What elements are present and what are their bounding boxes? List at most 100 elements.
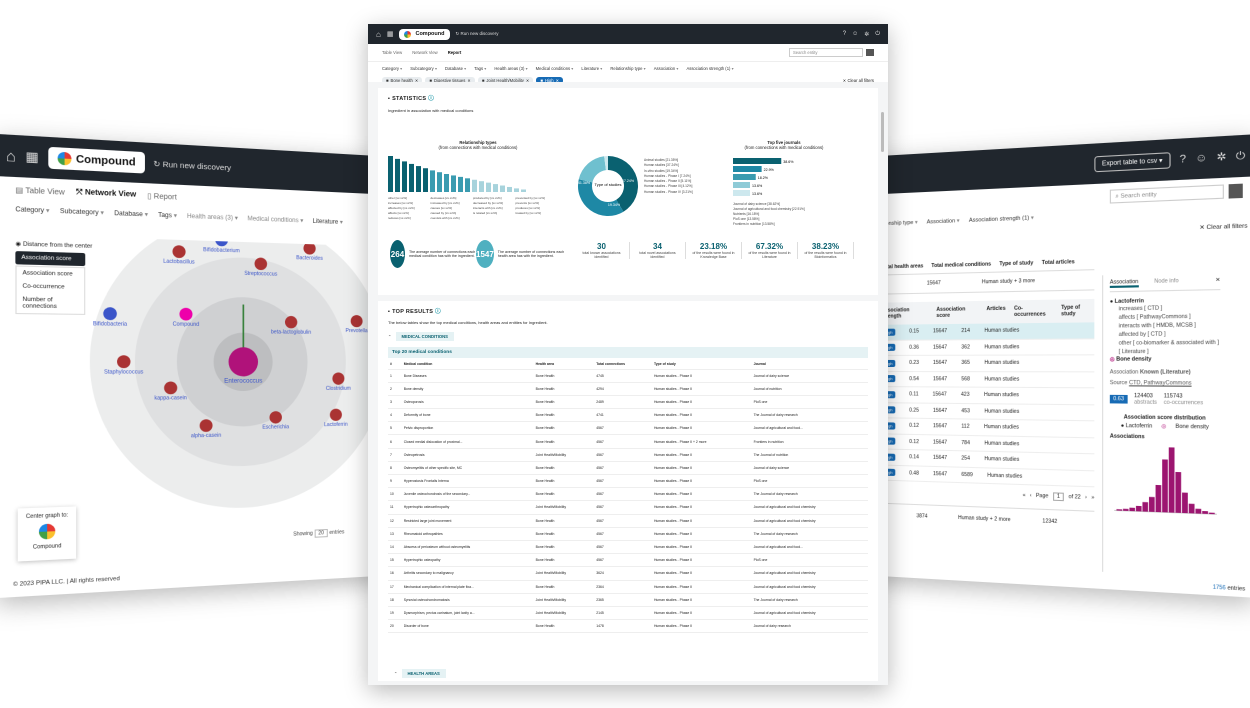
table-row[interactable]: 12 Restricted large joint movement Bone He…: [388, 514, 868, 527]
filter-category[interactable]: Category: [15, 206, 49, 215]
hist-bar[interactable]: [1202, 511, 1208, 514]
tab-network-view[interactable]: Network View: [412, 50, 438, 55]
hist-bar[interactable]: [1169, 447, 1175, 512]
right-clear-filters[interactable]: ✕ Clear all filters: [1199, 223, 1247, 231]
panel-tab-association[interactable]: Association: [1110, 279, 1139, 288]
relationship-bar[interactable]: [465, 178, 470, 192]
table-row[interactable]: 4 Deformity of bone Bone Health 4741 Human s…: [388, 409, 868, 422]
table-row[interactable]: 7 Osteopetrosis Joint Health/Mobility 4567 H…: [388, 448, 868, 461]
columns-icon[interactable]: [1229, 184, 1243, 199]
journal-bar[interactable]: [733, 190, 750, 196]
relationship-bar[interactable]: [430, 170, 435, 192]
table-row[interactable]: 15 Hypertrophic osteopathy Bone Health 4567…: [388, 554, 868, 567]
tab-network-view[interactable]: ⤲ Network View: [76, 189, 136, 200]
column-header[interactable]: Medical condition: [402, 360, 534, 369]
help-icon[interactable]: ?: [843, 31, 846, 37]
settings-icon[interactable]: ✲: [864, 31, 869, 38]
journal-bar[interactable]: [733, 166, 762, 172]
table-row[interactable]: High 0.23 15647 365 Human studies: [882, 355, 1095, 371]
relationship-bar[interactable]: [521, 189, 526, 192]
relationship-bar[interactable]: [493, 184, 498, 192]
table-row[interactable]: 8 Osteomyelitis of other specific site, M…: [388, 461, 868, 474]
tab-table-view[interactable]: Table View: [382, 50, 402, 55]
table-row[interactable]: 9 Hyperostosis Frontalis Interna Bone Heal…: [388, 475, 868, 488]
hist-bar[interactable]: [1116, 509, 1122, 511]
filter-item[interactable]: Health areas (3): [494, 66, 527, 71]
filter-item[interactable]: Association strength (1): [686, 66, 733, 71]
journal-bar[interactable]: [733, 174, 756, 180]
chevron-up-icon[interactable]: ⌃: [394, 671, 398, 676]
table-row[interactable]: 10 Juvenile osteochondrosis of the second…: [388, 488, 868, 501]
prev-page-icon[interactable]: ‹: [1030, 493, 1032, 499]
journal-bar[interactable]: [733, 182, 750, 188]
center-search-input[interactable]: Search entity: [789, 48, 863, 57]
table-row[interactable]: 20 Disorder of bone Bone Health 1478 Human s…: [388, 620, 868, 633]
relationship-bar[interactable]: [437, 172, 442, 192]
compound-pill[interactable]: Compound: [399, 29, 449, 40]
hist-bar[interactable]: [1136, 506, 1142, 512]
relationship-bar[interactable]: [451, 175, 456, 192]
filter-medical-conditions[interactable]: Medical conditions: [247, 215, 303, 224]
column-header[interactable]: Type of study: [652, 360, 752, 369]
table-row[interactable]: 3 Osteoporosis Bone Health 2489 Human studie…: [388, 395, 868, 408]
columns-icon[interactable]: [866, 49, 874, 56]
table-row[interactable]: 2 Bone density Bone Health 4294 Human studie…: [388, 382, 868, 395]
run-new-discovery-button[interactable]: ↻ Run new discovery: [456, 31, 499, 37]
table-row[interactable]: 5 Pelvic disproportion Bone Health 4567 Huma…: [388, 422, 868, 435]
column-header[interactable]: Total connections: [594, 360, 652, 369]
filter-item[interactable]: Tags: [474, 66, 486, 71]
column-header[interactable]: Journal: [752, 360, 868, 369]
relationship-bar[interactable]: [479, 181, 484, 192]
last-page-icon[interactable]: »: [1091, 495, 1094, 501]
table-row[interactable]: 18 Synovial osteochondromatosis Joint Heal…: [388, 593, 868, 606]
medical-conditions-toggle[interactable]: ⌃ MEDICAL CONDITIONS: [388, 332, 868, 341]
column-header[interactable]: Health area: [534, 360, 595, 369]
relationship-bar[interactable]: [486, 183, 491, 192]
filter-database[interactable]: Database: [114, 210, 148, 219]
home-icon[interactable]: ⌂: [6, 147, 16, 165]
scrollbar[interactable]: [881, 112, 884, 152]
filter-item[interactable]: Medical conditions: [536, 66, 574, 71]
table-row[interactable]: High 0.54 15647 568 Human studies: [882, 372, 1095, 389]
relationship-bar[interactable]: [500, 186, 505, 192]
panel-tab-node-info[interactable]: Node info: [1154, 278, 1178, 287]
home-icon[interactable]: ⌂: [376, 30, 381, 39]
hist-bar[interactable]: [1156, 485, 1162, 512]
run-new-discovery-button[interactable]: ↻ Run new discovery: [153, 158, 231, 172]
filter-item[interactable]: Category: [382, 66, 402, 71]
tab-report[interactable]: ▯ Report: [147, 192, 176, 202]
export-csv-button[interactable]: Export table to csv ▾: [1094, 152, 1170, 172]
grid-icon[interactable]: ▦: [387, 30, 394, 38]
bottom-row[interactable]: 113874Human study + 2 more12342: [882, 503, 1095, 536]
help-icon[interactable]: ?: [1180, 153, 1186, 165]
relationship-bar[interactable]: [402, 161, 407, 192]
table-row[interactable]: 6 Closed medial dislocation of proximal..…: [388, 435, 868, 448]
table-row[interactable]: 13 Rheumatoid arthropathies Bone Health 456…: [388, 527, 868, 540]
filter-health-areas[interactable]: Health areas (3): [187, 213, 238, 222]
relationship-bar[interactable]: [388, 156, 393, 192]
table-row[interactable]: High 0.15 15647 214 Human studies: [882, 322, 1095, 340]
health-areas-toggle[interactable]: ⌃ HEALTH AREAS: [388, 666, 868, 681]
hist-bar[interactable]: [1142, 502, 1148, 512]
table-row[interactable]: 11 Hypertrophic osteoarthropathy Joint Hea…: [388, 501, 868, 514]
filter-item[interactable]: Relationship type: [610, 66, 645, 71]
table-row[interactable]: High 0.36 15647 362 Human studies: [882, 339, 1095, 356]
hist-bar[interactable]: [1129, 508, 1135, 512]
table-row[interactable]: 16 Arthritis secondary to malignancy Joint…: [388, 567, 868, 580]
hist-bar[interactable]: [1195, 509, 1201, 514]
hist-bar[interactable]: [1182, 493, 1188, 514]
showing-select[interactable]: 20: [314, 529, 328, 538]
hist-bar[interactable]: [1162, 459, 1168, 512]
first-page-icon[interactable]: «: [1023, 492, 1026, 498]
filter-literature[interactable]: Literature: [313, 218, 343, 226]
column-header[interactable]: #: [388, 360, 402, 369]
hist-bar[interactable]: [1209, 513, 1215, 515]
hist-bar[interactable]: [1189, 504, 1195, 514]
filter-association-strength[interactable]: Association strength (1): [969, 215, 1034, 224]
panel-close-icon[interactable]: ✕: [1215, 277, 1220, 286]
filter-item[interactable]: Subcategory: [410, 66, 437, 71]
power-icon[interactable]: ⏻: [875, 31, 880, 38]
user-icon[interactable]: ☺: [852, 31, 858, 37]
filter-item[interactable]: Database: [445, 66, 466, 71]
relationship-bar[interactable]: [395, 159, 400, 192]
